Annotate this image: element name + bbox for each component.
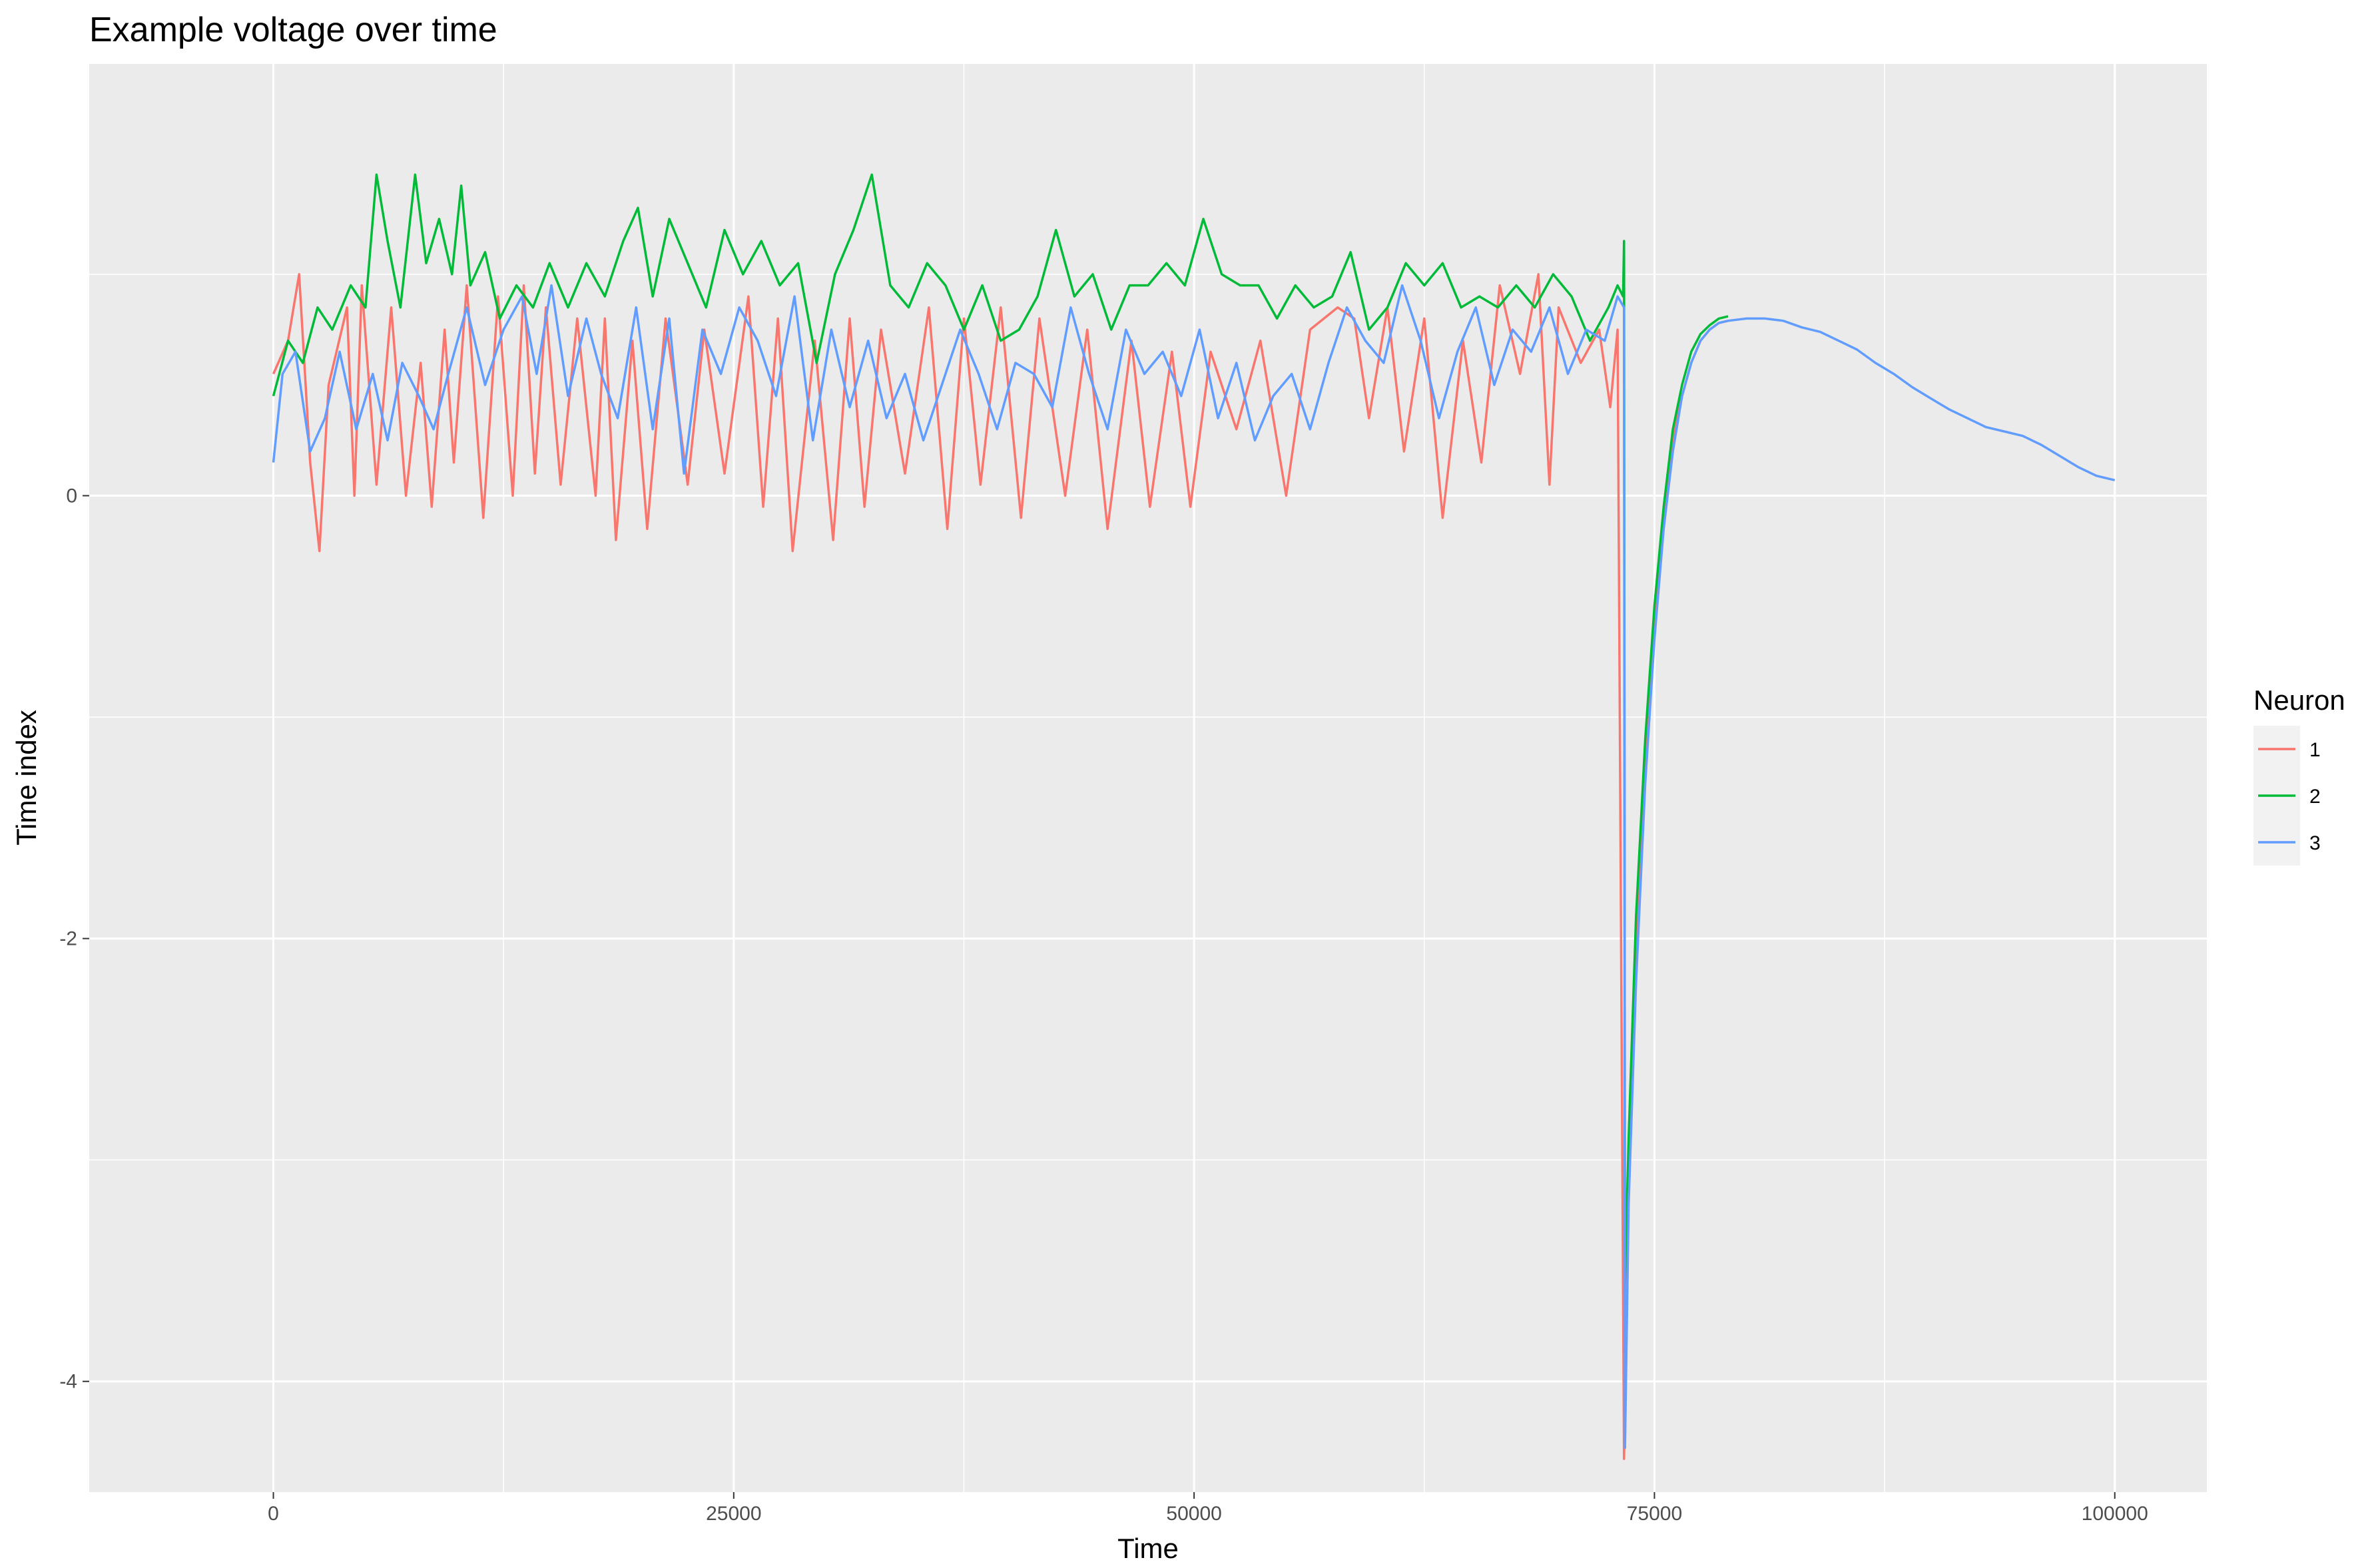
chart-title: Example voltage over time xyxy=(89,11,497,49)
legend-label-1: 1 xyxy=(2309,739,2321,761)
series-line-neuron-3 xyxy=(272,284,2116,1449)
legend-keys: 1 2 3 xyxy=(2253,726,2321,866)
x-tick-label-3: 75000 xyxy=(1627,1503,1682,1525)
grid-minor xyxy=(89,64,2207,1492)
y-tick-label-0: 0 xyxy=(66,485,77,507)
legend-label-3: 3 xyxy=(2309,832,2321,854)
grid-major xyxy=(89,64,2207,1492)
legend: Neuron 1 2 3 xyxy=(2253,684,2345,866)
series-line-neuron-2 xyxy=(272,173,1729,1283)
plot-panel xyxy=(89,64,2207,1492)
series-layer xyxy=(272,173,2116,1460)
x-tick-label-1: 25000 xyxy=(706,1503,761,1525)
legend-label-2: 2 xyxy=(2309,786,2321,808)
y-axis-title: Time index xyxy=(11,710,42,846)
x-axis-title: Time xyxy=(1117,1533,1179,1564)
series-line-neuron-1 xyxy=(272,273,1729,1460)
x-axis-ticks: 0 25000 50000 75000 100000 xyxy=(268,1492,2148,1525)
x-tick-label-2: 50000 xyxy=(1166,1503,1221,1525)
x-tick-label-4: 100000 xyxy=(2082,1503,2148,1525)
y-tick-label-1: -2 xyxy=(59,928,77,950)
y-tick-label-2: -4 xyxy=(59,1371,77,1393)
x-tick-label-0: 0 xyxy=(268,1503,279,1525)
legend-title: Neuron xyxy=(2253,684,2345,716)
y-axis-ticks: 0 -2 -4 xyxy=(59,485,89,1393)
